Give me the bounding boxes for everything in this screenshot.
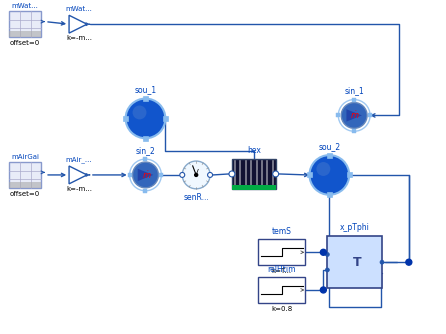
Circle shape [207,172,213,177]
Circle shape [132,162,158,188]
Text: sin_1: sin_1 [344,87,364,96]
Text: sou_2: sou_2 [318,142,340,151]
Circle shape [326,268,329,272]
Bar [307,172,312,177]
Polygon shape [347,109,362,122]
Polygon shape [69,166,87,184]
Text: k=-m...: k=-m... [66,186,92,192]
Bar [327,153,332,158]
Circle shape [341,103,367,128]
Text: k=-m...: k=-m... [66,35,92,41]
Text: $\dot{m}$: $\dot{m}$ [351,110,360,121]
Bar [163,116,168,121]
Text: k=T...: k=T... [272,268,292,274]
Text: mAir_...: mAir_... [66,156,92,163]
Bar [347,172,352,177]
Circle shape [326,253,329,257]
Text: hex: hex [247,146,261,155]
Text: offset=0: offset=0 [10,40,41,46]
Bar [159,173,163,177]
Bar [9,31,41,37]
Circle shape [126,99,165,138]
Circle shape [406,259,412,265]
Bar [232,159,276,189]
Text: offset=0: offset=0 [10,191,41,197]
Circle shape [182,161,210,189]
Bar [232,185,276,190]
Text: sou_1: sou_1 [134,86,157,95]
Circle shape [320,249,326,255]
Bar [327,236,382,288]
Bar [258,277,306,303]
Bar [144,189,148,193]
Text: T: T [353,256,362,269]
Bar [336,114,340,118]
Bar [128,173,132,177]
Text: temS: temS [272,227,292,236]
Bar [9,182,41,188]
Circle shape [194,173,198,176]
Bar [143,96,148,101]
Circle shape [320,287,326,293]
Text: mAirGai: mAirGai [11,154,39,160]
Circle shape [132,106,146,119]
Text: x_pTphi: x_pTphi [340,223,370,232]
Bar [123,116,128,121]
Circle shape [273,171,279,177]
Bar [368,114,372,118]
Circle shape [130,159,161,191]
Text: k=0.8: k=0.8 [271,306,292,312]
Bar [352,98,356,102]
Polygon shape [69,15,87,33]
Circle shape [380,260,384,264]
Bar [143,136,148,141]
Circle shape [316,162,330,176]
Bar [144,157,148,161]
Bar [258,239,306,265]
Circle shape [180,172,185,177]
Circle shape [229,171,235,177]
Circle shape [338,100,370,131]
Bar [327,192,332,197]
Text: mWat...: mWat... [12,3,39,9]
Polygon shape [138,169,153,181]
Text: senR...: senR... [183,193,209,202]
Text: mWat...: mWat... [66,6,92,12]
Bar [9,162,41,188]
Text: relHtim: relHtim [268,265,296,274]
Text: $\dot{m}$: $\dot{m}$ [142,169,151,181]
Bar [352,129,356,133]
Bar [9,11,41,37]
Text: sin_2: sin_2 [136,146,155,155]
Circle shape [310,155,349,195]
